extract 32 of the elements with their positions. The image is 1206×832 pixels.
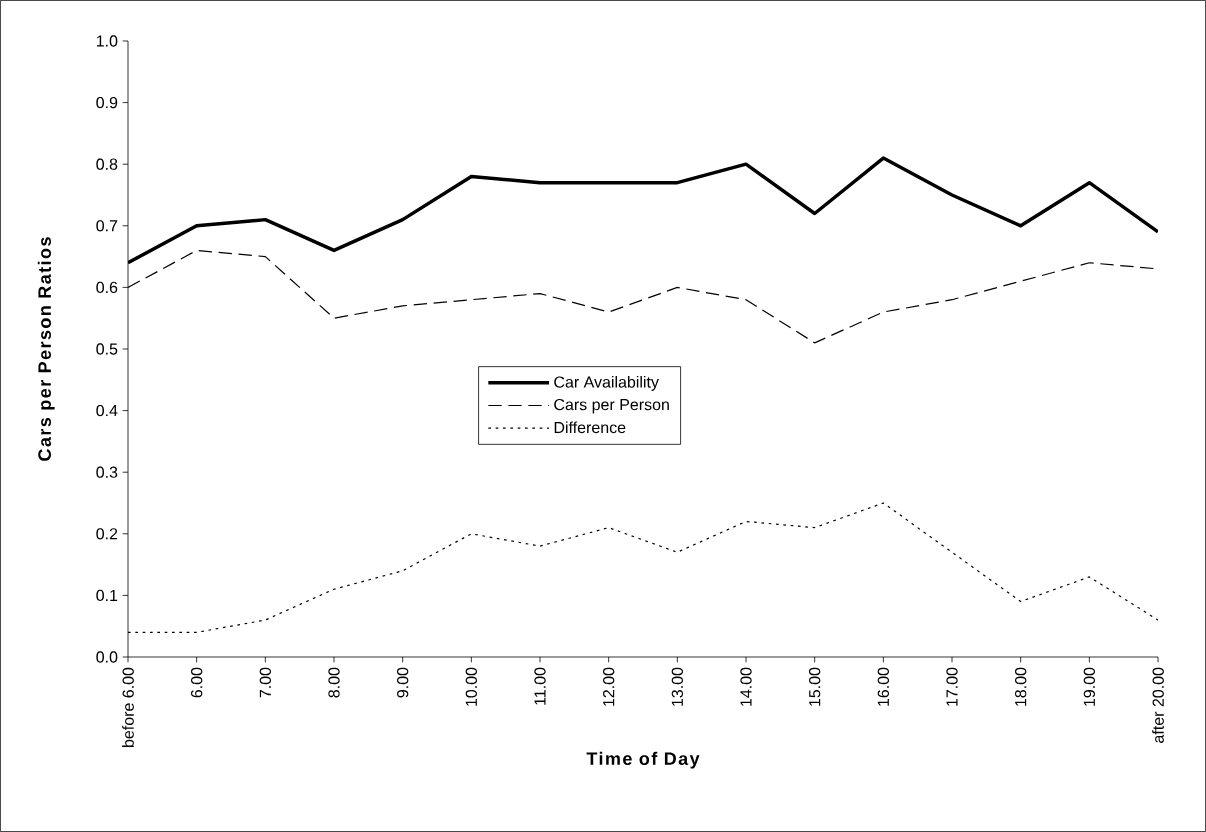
x-tick-label: 17.00: [946, 667, 958, 706]
x-tick-label: after 20.00: [1152, 667, 1164, 743]
x-tick-label: 15.00: [809, 667, 821, 706]
legend-label: Cars per Person: [554, 398, 669, 414]
x-tick-label: 14.00: [740, 667, 752, 706]
y-tick-label: 0.4: [96, 404, 118, 417]
x-tick-label: 11.00: [534, 667, 546, 705]
x-tick-label: 18.00: [1015, 667, 1027, 706]
y-tick-label: 0.6: [96, 281, 118, 294]
y-tick-label: 0.5: [96, 343, 118, 355]
y-tick-label: 1.0: [96, 35, 118, 47]
legend-label: Car Availability: [554, 375, 659, 391]
x-tick-label: 12.00: [603, 667, 615, 706]
x-tick-label: before 6.00: [122, 667, 134, 747]
y-tick-label: 0.1: [96, 589, 118, 602]
x-axis-title: Time of Day: [586, 751, 700, 769]
y-tick-label: 0.9: [96, 96, 118, 109]
x-tick-label: 6.00: [191, 667, 203, 698]
x-tick-label: 9.00: [397, 667, 409, 698]
y-tick-label: 0.0: [96, 651, 118, 663]
y-axis-title: Cars per Person Ratios: [37, 237, 55, 461]
x-tick-label: 8.00: [328, 667, 340, 698]
y-tick-label: 0.3: [96, 466, 118, 478]
y-tick-label: 0.7: [96, 220, 118, 232]
x-tick-label: 16.00: [877, 667, 889, 706]
x-tick-label: 13.00: [671, 667, 683, 706]
x-tick-label: 10.00: [465, 667, 477, 706]
y-tick-label: 0.2: [96, 528, 118, 540]
y-tick-label: 0.8: [96, 158, 118, 170]
x-tick-label: 19.00: [1083, 667, 1095, 706]
x-tick-label: 7.00: [259, 667, 271, 698]
legend-label: Difference: [554, 421, 626, 434]
